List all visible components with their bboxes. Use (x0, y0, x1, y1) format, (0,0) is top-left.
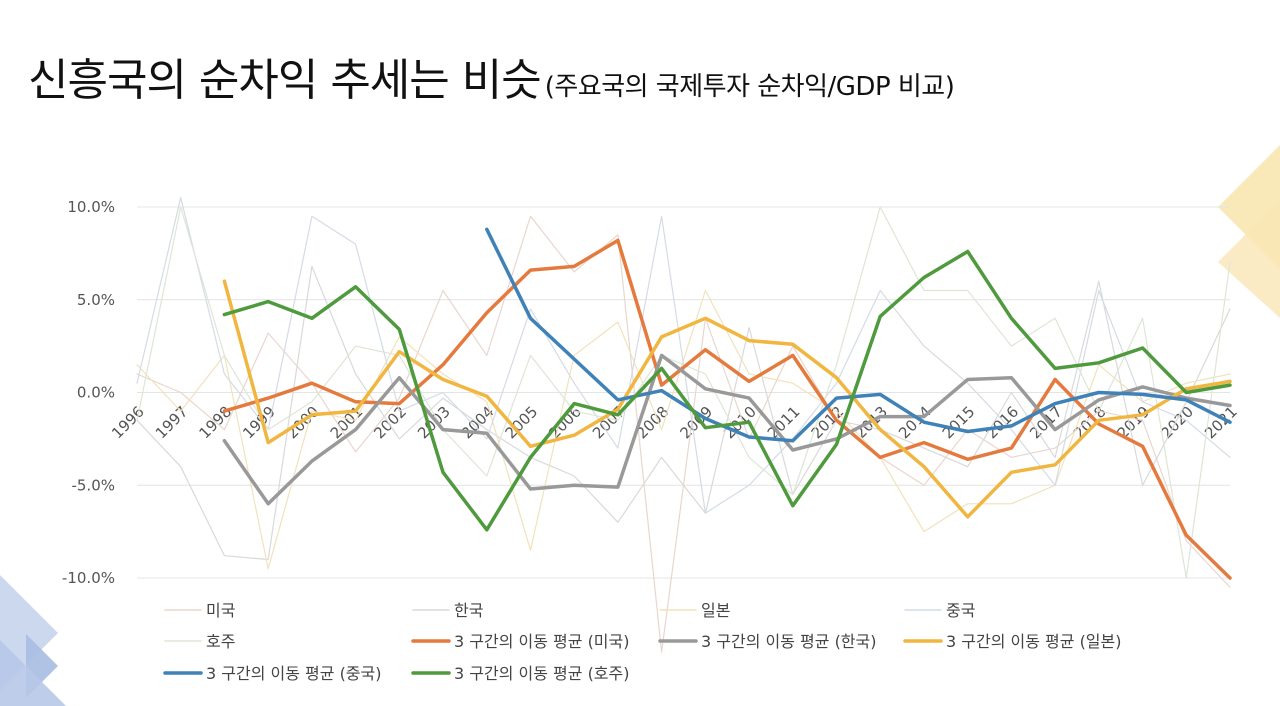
legend-label: 3 구간의 이동 평균 (미국) (454, 632, 630, 651)
x-tick-label: 2003 (414, 403, 454, 443)
chart-title-block: 신흥국의 순차익 추세는 비슷 (주요국의 국제투자 순차익/GDP 비교) (28, 44, 955, 108)
legend-label: 3 구간의 이동 평균 (한국) (701, 632, 877, 651)
chart-subtitle: (주요국의 국제투자 순차익/GDP 비교) (544, 72, 955, 102)
legend-label: 미국 (206, 601, 235, 620)
x-tick-label: 2015 (939, 403, 979, 443)
y-axis-ticks: 10.0% 5.0% 0.0% -5.0% -10.0% (62, 198, 115, 587)
deco-diamond-blue-bottom (0, 640, 66, 706)
y-tick-label: 10.0% (67, 198, 115, 216)
chart-title: 신흥국의 순차익 추세는 비슷 (28, 55, 542, 106)
series-line-7 (222, 353, 1232, 506)
decoration-diamonds (0, 145, 1280, 706)
series-line-5 (136, 206, 1231, 579)
series-line-6 (222, 238, 1232, 580)
x-tick-label: 1997 (152, 403, 192, 443)
series-line-4 (136, 197, 1231, 514)
legend-label: 중국 (946, 601, 975, 620)
legend-label: 3 구간의 이동 평균 (호주) (454, 664, 630, 683)
y-tick-label: 5.0% (77, 291, 115, 309)
legend-label: 호주 (206, 632, 235, 651)
legend-label: 3 구간의 이동 평균 (일본) (946, 632, 1122, 651)
x-tick-label: 2020 (1157, 403, 1197, 443)
legend-label: 3 구간의 이동 평균 (중국) (206, 664, 382, 683)
deco-diamond-yellow-bottom (1218, 200, 1280, 318)
x-tick-label: 1996 (108, 403, 148, 443)
series-line-10 (222, 249, 1232, 532)
series-line-8 (222, 279, 1232, 519)
y-tick-label: -5.0% (71, 476, 115, 494)
y-tick-label: -10.0% (62, 569, 115, 587)
x-tick-label: 2009 (676, 403, 716, 443)
series-lines (136, 197, 1232, 653)
series-line-9 (485, 227, 1232, 443)
legend-label: 일본 (701, 601, 730, 620)
x-tick-label: 2018 (1070, 403, 1110, 443)
series-line-2 (136, 265, 1231, 561)
y-tick-label: 0.0% (77, 384, 115, 402)
legend-label: 한국 (454, 601, 483, 620)
